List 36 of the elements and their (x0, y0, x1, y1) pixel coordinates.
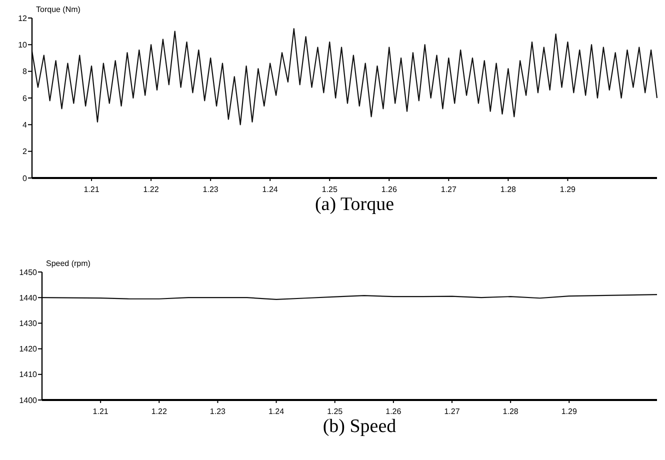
x-tick-label: 1.21 (92, 407, 109, 416)
y-tick-label: 1400 (19, 396, 38, 405)
x-tick-label: 1.27 (440, 185, 457, 194)
text: (b) Speed (322, 416, 397, 437)
y-tick-label: 10 (18, 40, 28, 50)
text: (a) Torque (314, 194, 394, 215)
x-tick-label: 1.24 (262, 185, 278, 194)
x-tick-label: 1.23 (202, 185, 219, 194)
y-tick-label: 1450 (19, 268, 38, 277)
x-tick-label: 1.23 (210, 407, 226, 416)
x-tick-label: 1.29 (560, 185, 576, 194)
x-tick-label: 1.27 (444, 407, 460, 416)
y-tick-label: 1440 (19, 293, 38, 302)
y-tick-label: 2 (22, 147, 28, 156)
y-tick-label: 6 (22, 94, 28, 103)
y-tick-label: 0 (22, 174, 28, 183)
y-tick-label: 4 (22, 120, 28, 130)
x-tick-label: 1.22 (143, 185, 160, 194)
x-tick-label: 1.24 (268, 407, 285, 416)
y-tick-label: 1430 (19, 319, 38, 328)
x-tick-label: 1.28 (502, 407, 519, 416)
y-tick-label: 12 (18, 14, 28, 23)
line-series (31, 28, 658, 126)
x-tick-label: 1.21 (84, 185, 100, 194)
y-tick-label: 8 (22, 67, 28, 76)
x-tick-label: 1.25 (327, 407, 344, 416)
x-tick-label: 1.26 (386, 407, 402, 416)
x-tick-label: 1.26 (381, 185, 398, 194)
x-tick-label: 1.25 (322, 185, 338, 194)
x-tick-label: 1.28 (500, 185, 517, 194)
x-tick-label: 1.22 (151, 407, 168, 416)
y-axis-title: Speed (rpm) (46, 259, 91, 268)
y-tick-label: 1420 (19, 344, 38, 354)
y-tick-label: 1410 (19, 370, 38, 380)
x-tick-label: 1.29 (561, 407, 578, 416)
y-axis-title: Torque (Nm) (36, 5, 81, 14)
